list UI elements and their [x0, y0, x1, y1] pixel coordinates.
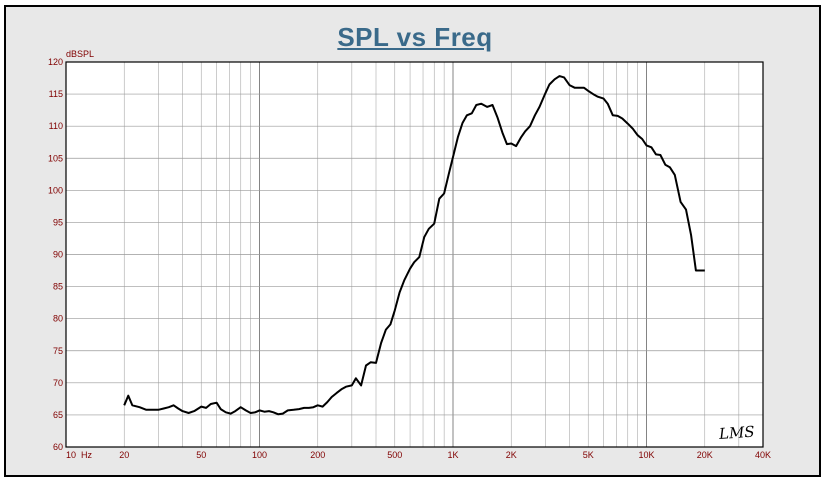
x-tick-label: 100 — [252, 450, 267, 460]
y-tick-label: 100 — [48, 185, 63, 195]
x-tick-label: 500 — [387, 450, 402, 460]
y-axis-label: dBSPL — [66, 49, 94, 59]
x-tick-label: 10K — [638, 450, 654, 460]
x-tick-label: 5K — [583, 450, 594, 460]
x-tick-label: 1K — [447, 450, 458, 460]
y-tick-label: 105 — [48, 153, 63, 163]
x-tick-label: 200 — [310, 450, 325, 460]
x-tick-label: 10 — [66, 450, 76, 460]
plot-border — [65, 61, 764, 448]
y-tick-label: 90 — [53, 250, 63, 260]
y-tick-label: 75 — [53, 346, 63, 356]
chart-title: SPL vs Freq — [337, 22, 493, 52]
x-tick-label: 40K — [755, 450, 771, 460]
spl-curve — [123, 75, 705, 416]
y-tick-label: 110 — [49, 121, 63, 131]
y-tick-label: 80 — [53, 314, 63, 324]
y-tick-label: 115 — [49, 89, 63, 99]
x-tick-labels: 10 20 50 100 200 500 1K 2K 5K 10K 20K 40K — [66, 450, 771, 460]
x-tick-label: 50 — [196, 450, 206, 460]
grid-layer — [66, 62, 763, 447]
x-axis-unit-label: Hz — [81, 450, 92, 460]
y-tick-label: 60 — [53, 442, 63, 452]
y-tick-label: 65 — [53, 410, 63, 420]
y-tick-label: 95 — [53, 217, 63, 227]
series-layer — [123, 75, 705, 416]
x-tick-label: 20 — [119, 450, 129, 460]
x-tick-label: 20K — [697, 450, 713, 460]
x-tick-label: 2K — [506, 450, 517, 460]
y-tick-label: 70 — [53, 378, 63, 388]
y-tick-label: 120 — [48, 57, 63, 67]
lms-logo: LMS — [717, 423, 755, 444]
y-tick-label: 85 — [53, 282, 63, 292]
y-tick-labels: 60 65 70 75 80 85 90 95 100 105 110 115 120 — [48, 57, 63, 452]
